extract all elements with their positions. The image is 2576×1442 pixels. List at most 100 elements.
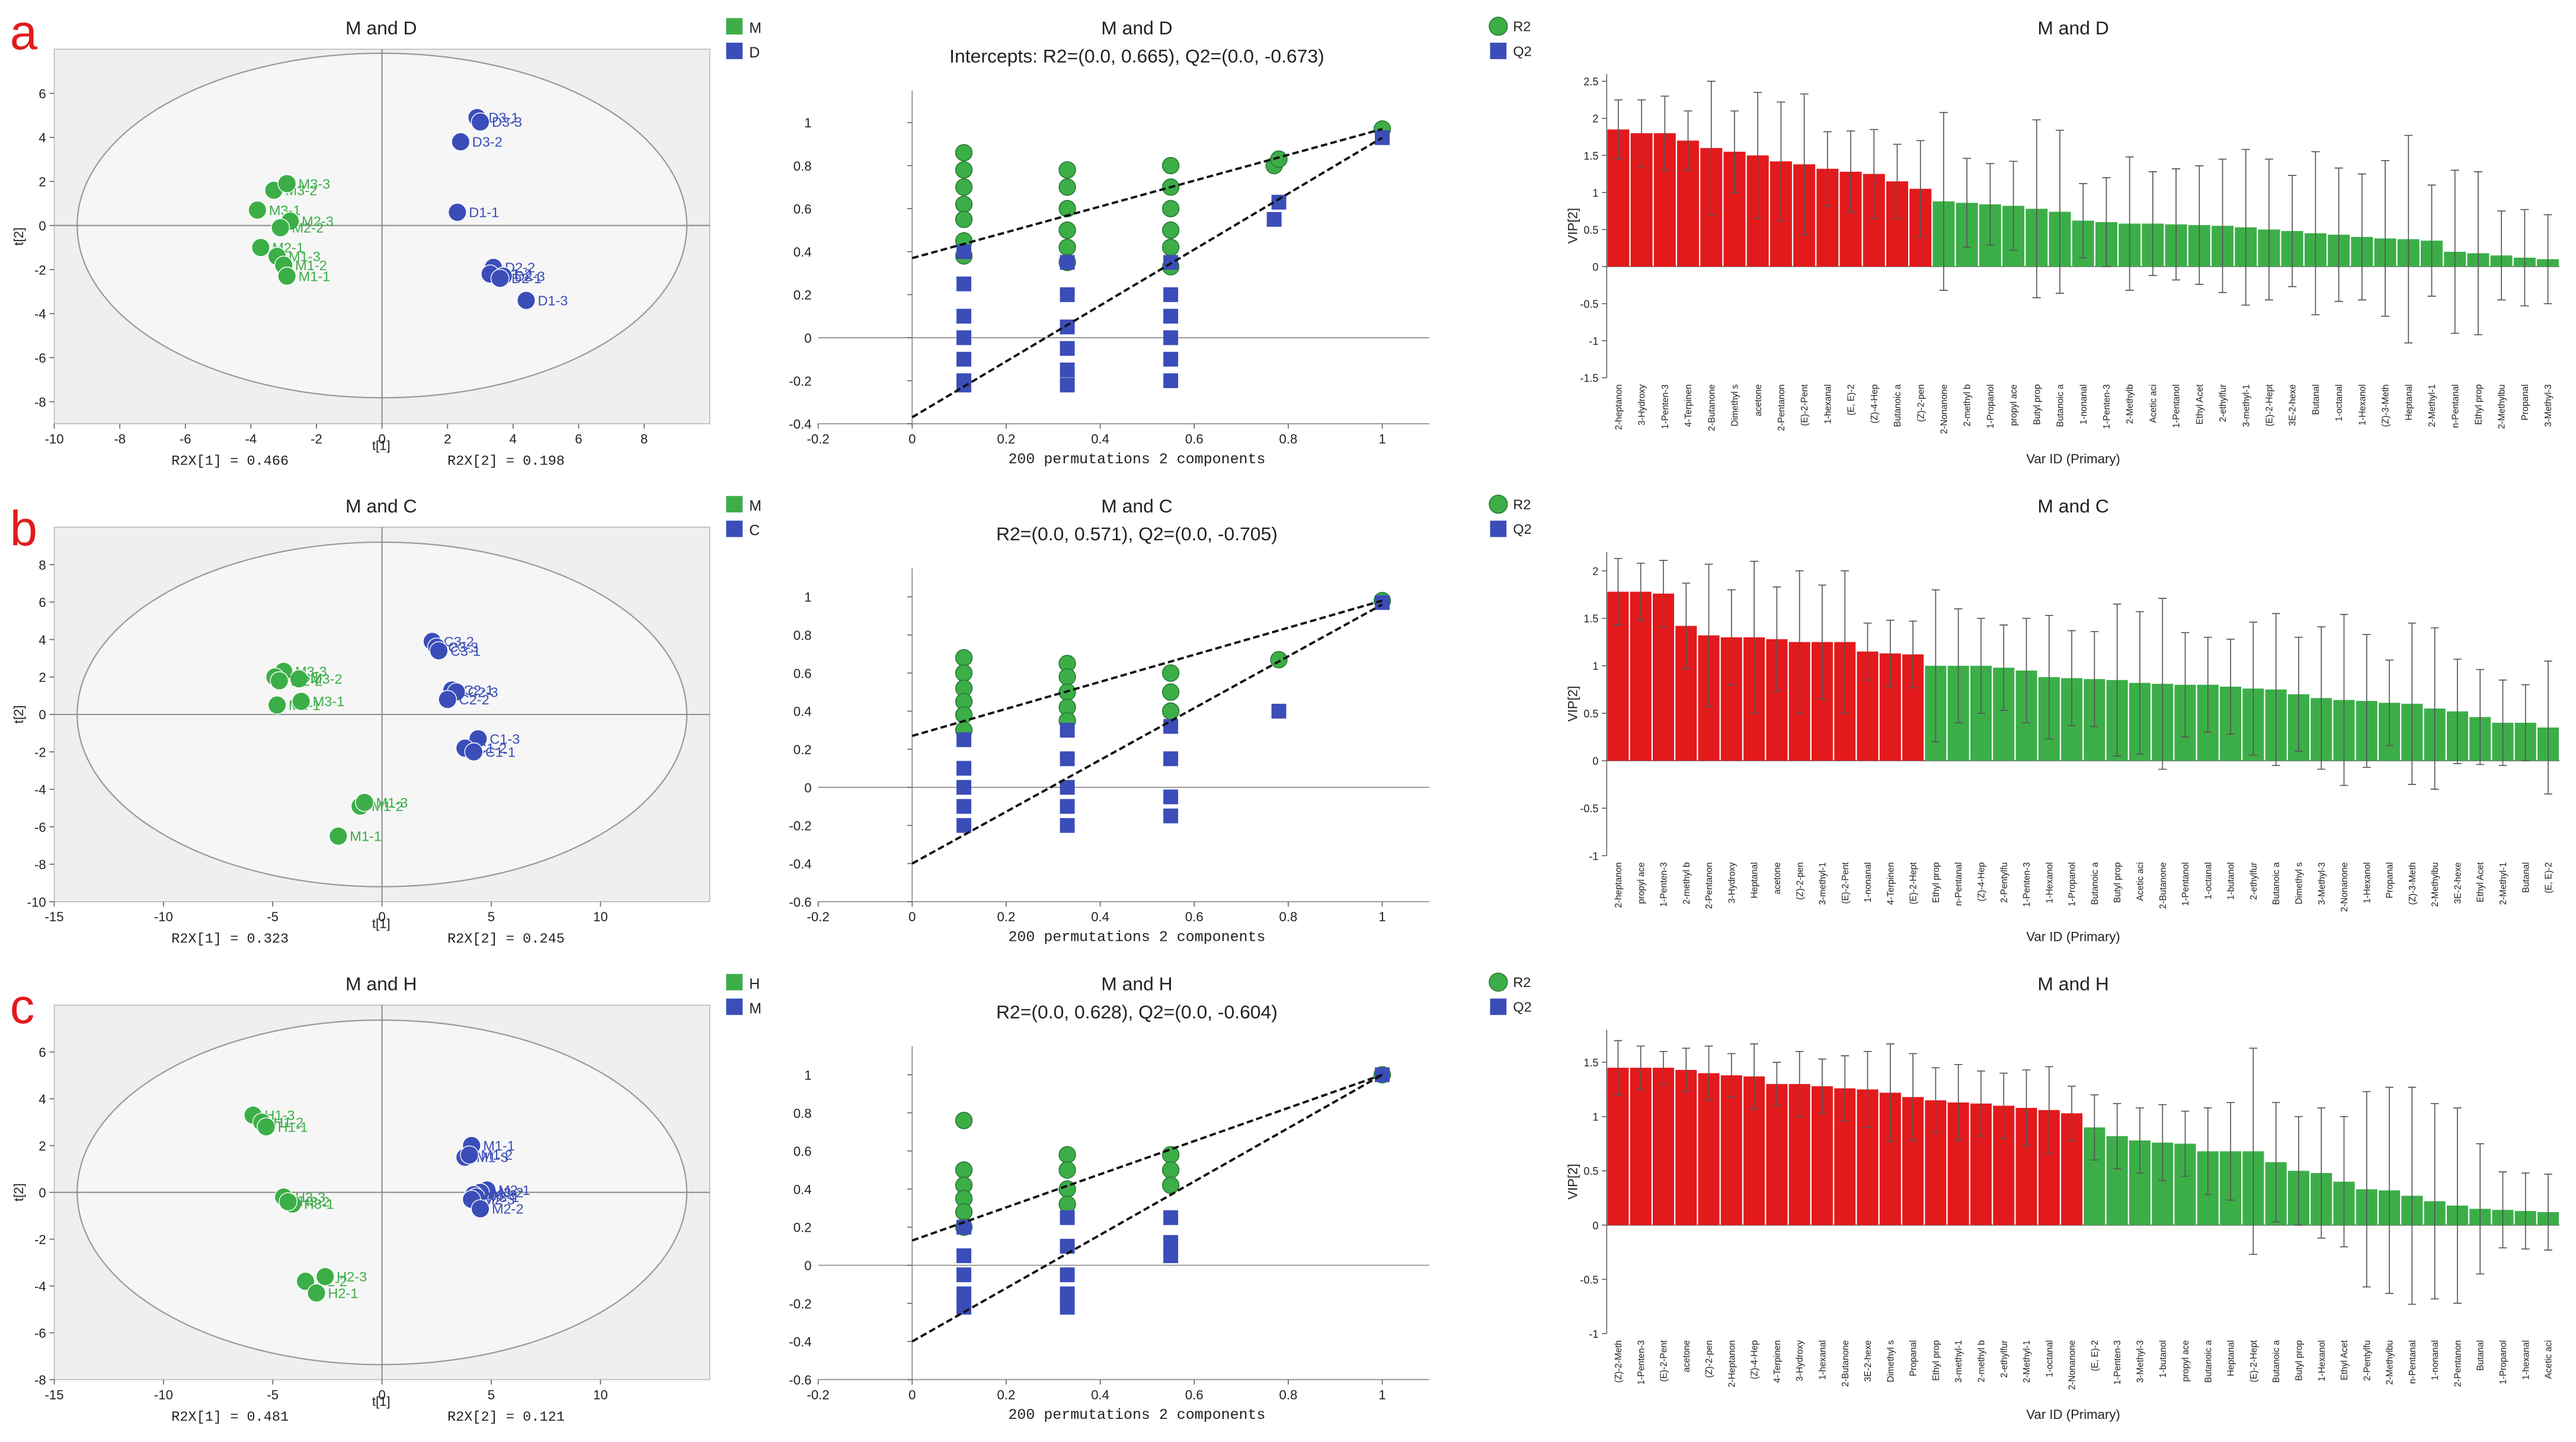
x-tick-label: (E)-2-Hept (2249, 1340, 2259, 1382)
x-tick-label: Butyl prop (2113, 862, 2123, 903)
score-point (328, 826, 348, 846)
y-tick-label: 4 (39, 130, 46, 145)
error-bar (1986, 163, 1995, 246)
error-bar (2385, 1087, 2393, 1294)
legend-label: R2 (1513, 496, 1531, 512)
error-bar (1954, 1063, 1963, 1141)
y-tick-label: -10 (27, 895, 46, 909)
error-bar (2102, 177, 2111, 267)
error-bar (1614, 99, 1623, 160)
q2-point (1060, 255, 1075, 270)
y-tick-label: -0.5 (1580, 803, 1598, 815)
x-tick-label: -10 (154, 909, 173, 924)
q2-point (1060, 341, 1075, 356)
legend-swatch (726, 973, 743, 991)
error-bar (2090, 1094, 2099, 1161)
q2-point (1060, 362, 1075, 377)
x-tick-label: n-Pentanal (1954, 862, 1964, 906)
vip-bar (1766, 1084, 1788, 1225)
x-tick-label: 2-Pentanon (1777, 384, 1787, 431)
error-bar (2113, 1103, 2121, 1169)
y-tick-label: -8 (34, 857, 46, 872)
y-tick-label: 0 (1592, 755, 1598, 767)
x-tick-label: 0 (908, 909, 916, 924)
x-tick-label: Propanal (2385, 862, 2395, 898)
error-bar (2450, 169, 2459, 334)
r2-point (1058, 1161, 1076, 1179)
r2-point (1058, 161, 1076, 179)
x-tick-label: 0.2 (997, 909, 1016, 924)
y-tick-label: -1 (1589, 1328, 1598, 1340)
q2-point (1375, 130, 1390, 145)
x-tick-label: 2-ethylfur (2218, 384, 2228, 422)
point-label: D2-1 (511, 271, 542, 286)
point-label: C3-1 (450, 643, 481, 659)
y-tick-label: -0.4 (789, 857, 811, 871)
y-tick-label: 0 (39, 219, 46, 233)
x-tick-label: 8 (641, 431, 648, 446)
error-bar (1636, 1045, 1645, 1090)
x-tick-label: (Z)-2-Meth (1614, 1340, 1624, 1383)
r2-point (1058, 178, 1076, 196)
y-tick-label: 0.8 (793, 159, 812, 174)
r2-point (955, 161, 973, 179)
r2-point (1270, 150, 1288, 168)
error-bar (2055, 129, 2065, 294)
r2-point (1058, 221, 1076, 239)
y-tick-label: -1 (1589, 850, 1598, 862)
y-tick-label: 2 (39, 175, 46, 190)
error-bar (1999, 624, 2008, 711)
x-tick-label: 2-Methylbu (2385, 1340, 2395, 1385)
score-point (451, 132, 471, 152)
x-tick-label: 2 (444, 431, 451, 446)
error-bar (2521, 1172, 2530, 1249)
y-tick-label: -0.5 (1580, 298, 1598, 310)
error-bar (1863, 622, 1872, 681)
x-tick-label: (Z)-2-pen (1916, 384, 1926, 422)
y-tick-label: 0 (804, 780, 811, 795)
error-bar (2044, 615, 2053, 740)
annotation: R2X[2] = 0.198 (447, 454, 565, 470)
q2-point (956, 330, 972, 345)
y-tick-label: -0.4 (789, 417, 811, 432)
error-bar (2427, 184, 2436, 297)
q2-point (1163, 1248, 1179, 1264)
x-tick-label: 2-Heptanon (1727, 1340, 1737, 1387)
x-tick-label: 0 (378, 1387, 385, 1402)
point-label: M3-3 (299, 176, 331, 191)
x-tick-label: Ethyl Acet (2195, 384, 2205, 425)
y-tick-label: 4 (39, 633, 46, 648)
y-tick-label: 8 (39, 557, 46, 572)
y-tick-label: -2 (34, 745, 46, 760)
chart-title: M and H (1101, 973, 1172, 995)
x-tick-label: 1-Penten-3 (2102, 384, 2112, 429)
x-tick-label: 2-Butanone (1707, 384, 1717, 431)
x-tick-label: Heptanal (1750, 862, 1760, 898)
x-tick-label: 1-Propanol (2068, 862, 2078, 906)
point-label: M3-1 (488, 1190, 520, 1205)
x-tick-label: 1-Penten-3 (2022, 862, 2032, 906)
q2-point (1271, 194, 1287, 210)
score-point (251, 238, 270, 257)
y-tick-label: 1 (804, 1068, 811, 1082)
r2-point (955, 649, 973, 667)
y-tick-label: 2 (39, 670, 46, 685)
x-tick-label: (Z)-3-Meth (2408, 862, 2418, 905)
error-bar (1750, 560, 1759, 714)
error-bar (1963, 158, 1972, 248)
x-tick-label: 4-Terpinen (1772, 1340, 1783, 1383)
x-tick-label: (E)-2-Pent (1659, 1340, 1669, 1382)
error-bar (2203, 1107, 2212, 1196)
point-label: M2-2 (292, 220, 324, 236)
x-axis-label: t[1] (372, 438, 391, 453)
error-bar (2022, 1069, 2031, 1146)
x-tick-label: 0 (378, 431, 385, 446)
error-bar (2520, 209, 2529, 307)
r2-point (1161, 156, 1180, 175)
error-bar (2498, 679, 2507, 766)
annotation: R2X[2] = 0.121 (447, 1409, 565, 1425)
r2-point (955, 196, 973, 213)
error-bar (1954, 608, 1963, 723)
score-point (355, 793, 375, 812)
regression-line (911, 136, 1383, 419)
